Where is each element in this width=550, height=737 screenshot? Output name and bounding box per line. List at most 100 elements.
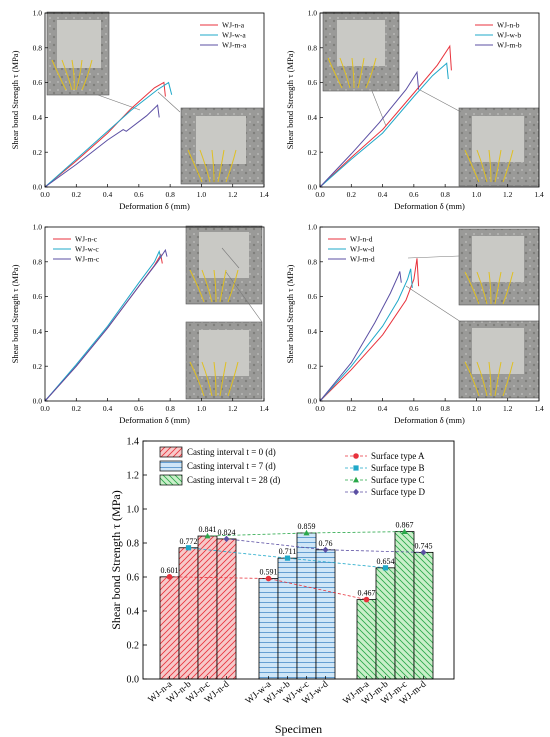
surface-marker [363, 596, 370, 603]
series-line-WJ-n-b [319, 44, 452, 188]
legend-label: WJ-w-c [75, 245, 99, 254]
plot-frame [319, 226, 540, 402]
legend-label: WJ-w-b [497, 31, 521, 40]
y-tick-label: 1.0 [33, 9, 43, 18]
legend: WJ-n-dWJ-w-dWJ-m-d [328, 235, 375, 264]
data-label: 0.711 [279, 547, 297, 556]
x-tick-label: 1.4 [534, 404, 544, 413]
legend-label: Casting interval t = 28 (d) [187, 475, 280, 485]
x-tick-label: 0.2 [72, 404, 82, 413]
y-tick-label: 0.6 [127, 573, 140, 584]
bar-WJ-n-c [197, 535, 218, 680]
series-line-WJ-w-b [319, 62, 449, 188]
x-axis-label: Deformation δ (mm) [119, 415, 190, 425]
x-tick-label: 0.8 [165, 404, 175, 413]
bar-WJ-m-b [375, 567, 396, 680]
series-line-WJ-w-c [44, 249, 162, 402]
line-chart-4: 0.0 0.2 0.4 0.6 0.8 1.0 1.2 1.4 0.0 0.2 0.4 0.6 0.8 1… [285, 223, 544, 425]
legend-surface: Surface type A Surface type B Surface type… [345, 451, 425, 497]
legend-label: WJ-n-a [222, 21, 245, 30]
specimen-photo [458, 228, 540, 306]
x-tick-label: 0.0 [40, 404, 50, 413]
surface-marker [322, 546, 329, 553]
plot-frame [44, 12, 265, 188]
x-tick-label: 1.0 [472, 404, 482, 413]
x-tick-label: 1.2 [228, 404, 238, 413]
surface-line-Surface type A [169, 576, 367, 600]
specimen-photo [458, 320, 540, 399]
data-label: 0.867 [396, 521, 414, 530]
x-tick-label: 1.0 [197, 404, 207, 413]
bar-WJ-m-d [413, 551, 434, 680]
x-axis-label: Deformation δ (mm) [119, 201, 190, 211]
x-tick-label: 1.0 [197, 190, 207, 199]
legend-marker [353, 453, 359, 459]
legend-label: Casting interval t = 7 (d) [187, 461, 276, 471]
bar-WJ-w-b [277, 557, 298, 680]
x-tick-label: 0.6 [409, 404, 419, 413]
data-label: 0.824 [218, 528, 236, 537]
legend-marker [353, 488, 359, 496]
legend-label: Surface type D [371, 487, 425, 497]
y-tick-label: 1.0 [308, 9, 318, 18]
y-tick-label: 0.8 [308, 257, 318, 266]
x-tick-label: 0.8 [165, 190, 175, 199]
series-line-WJ-n-a [44, 81, 166, 188]
x-tick-label: 0.0 [315, 404, 325, 413]
surface-marker [401, 528, 408, 535]
y-axis-label: Shear bond Strength τ (MPa) [285, 50, 295, 149]
line-panels: 0.0 0.2 0.4 0.6 0.8 1.0 1.2 1.4 0.0 0.2 0.4 0.6 0.8 1… [10, 9, 544, 425]
x-tick-label: 1.2 [503, 190, 513, 199]
legend-swatch [159, 474, 183, 486]
specimen-photo [458, 107, 540, 187]
y-axis-label: Shear bond Strength τ (MPa) [109, 490, 123, 629]
bar-WJ-w-c [296, 532, 317, 680]
line-chart-3: 0.0 0.2 0.4 0.6 0.8 1.0 1.2 1.4 0.0 0.2 0.4 0.6 0.8 1… [10, 223, 269, 425]
bar-WJ-n-b [178, 547, 199, 680]
legend-label: WJ-m-c [75, 255, 100, 264]
y-tick-label: 0.2 [33, 362, 43, 371]
x-axis-label: Deformation δ (mm) [394, 201, 465, 211]
bar-WJ-w-a [258, 578, 279, 680]
y-tick-label: 0.0 [33, 397, 43, 406]
x-tick-label: 0.2 [347, 190, 357, 199]
y-tick-label: 0.4 [33, 327, 43, 336]
surface-marker [420, 549, 427, 556]
x-tick-label: 1.0 [472, 190, 482, 199]
legend-label: WJ-m-b [497, 41, 522, 50]
y-tick-label: 0.8 [127, 539, 140, 550]
x-tick-label: 0.8 [440, 404, 450, 413]
y-tick-label: 0.0 [33, 183, 43, 192]
specimen-photo [46, 11, 110, 96]
surface-marker [185, 545, 192, 551]
line-chart-2: 0.0 0.2 0.4 0.6 0.8 1.0 1.2 1.4 0.0 0.2 0.4 0.6 0.8 1… [285, 9, 544, 211]
line-chart-1: 0.0 0.2 0.4 0.6 0.8 1.0 1.2 1.4 0.0 0.2 0.4 0.6 0.8 1… [10, 9, 269, 211]
x-tick-label: 1.4 [259, 190, 269, 199]
y-tick-label: 0.2 [308, 148, 318, 157]
x-tick-label: 0.4 [103, 190, 113, 199]
data-label: 0.601 [161, 566, 179, 575]
legend-label: WJ-n-b [497, 21, 520, 30]
y-tick-label: 0.4 [127, 607, 140, 618]
legend-label: WJ-m-a [222, 41, 247, 50]
surface-marker [303, 529, 310, 536]
y-tick-label: 0.4 [308, 113, 318, 122]
x-tick-label: 0.6 [134, 190, 144, 199]
y-tick-label: 1.2 [127, 471, 140, 482]
y-tick-label: 0.6 [308, 292, 318, 301]
surface-marker [265, 575, 272, 582]
photo-insets [46, 11, 540, 400]
legend-label: WJ-n-d [350, 235, 373, 244]
legend-marker [353, 465, 359, 471]
series-line-WJ-w-a [44, 81, 173, 188]
surface-marker [204, 532, 211, 539]
x-tick-label: 1.4 [534, 190, 544, 199]
surface-marker [223, 535, 230, 543]
legend-label: Surface type C [371, 475, 424, 485]
y-tick-label: 0.8 [33, 257, 43, 266]
legend-label: Surface type A [371, 451, 425, 461]
surface-marker [382, 565, 389, 571]
legend-label: WJ-w-a [222, 31, 246, 40]
legend: WJ-n-bWJ-w-bWJ-m-b [475, 21, 522, 50]
